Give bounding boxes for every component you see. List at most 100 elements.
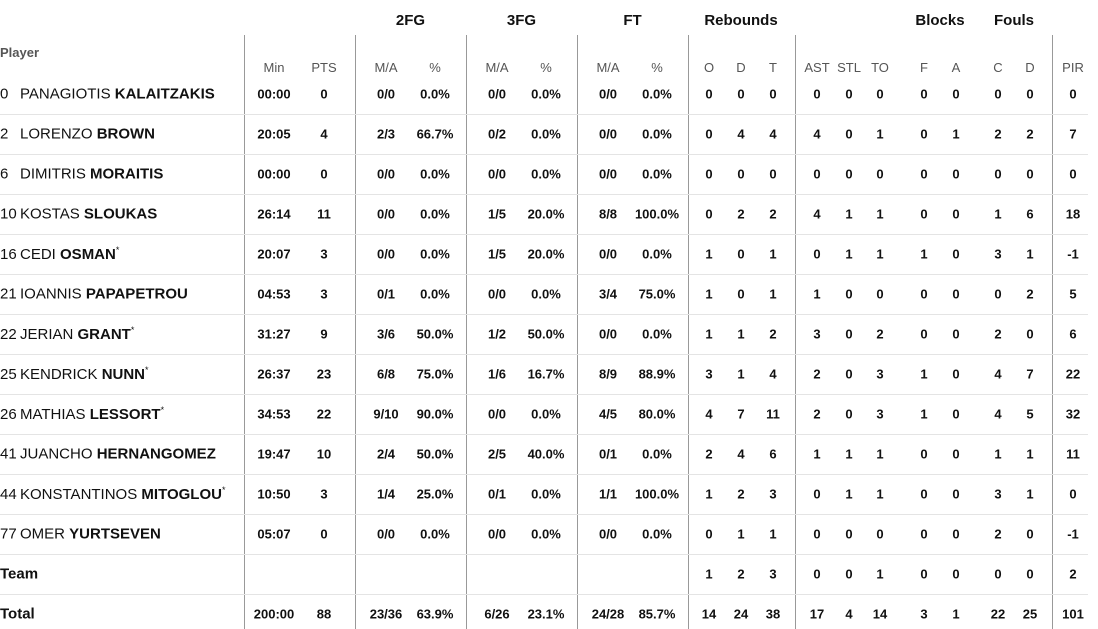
stat-cell: 0.0% — [531, 126, 561, 142]
stat-cell: 0.0% — [420, 286, 450, 302]
stat-cell: 6/8 — [376, 366, 396, 382]
jersey-number: 10 — [0, 205, 17, 223]
column-header: TO — [871, 60, 889, 75]
stat-cell: 0 — [1069, 86, 1077, 102]
stat-cell: 0 — [920, 446, 928, 462]
stat-cell: 0 — [920, 286, 928, 302]
first-name: IOANNIS — [20, 285, 82, 303]
stat-cell: 0 — [952, 446, 960, 462]
stat-cell: 0.0% — [420, 166, 450, 182]
stat-cell: 1 — [813, 286, 821, 302]
stat-cell: 1 — [845, 486, 853, 502]
first-name: LORENZO — [20, 125, 93, 143]
stat-cell: 31:27 — [257, 326, 291, 342]
stat-cell: 0 — [737, 86, 745, 102]
stat-cell: 0.0% — [642, 86, 672, 102]
stat-cell: 0 — [845, 566, 853, 582]
stat-cell: 25.0% — [416, 486, 454, 502]
stat-cell: 2 — [737, 486, 745, 502]
stat-cell: 3 — [876, 406, 884, 422]
stat-cell: 0/0 — [376, 166, 396, 182]
stat-cell: 1 — [737, 326, 745, 342]
stat-cell: 1 — [920, 406, 928, 422]
stat-cell: 0.0% — [420, 206, 450, 222]
stat-cell: 0.0% — [642, 326, 672, 342]
stat-cell: 3 — [769, 566, 777, 582]
stat-cell: 0.0% — [642, 166, 672, 182]
stat-cell: 1 — [705, 326, 713, 342]
column-divider — [355, 35, 356, 629]
group-header: FT — [623, 12, 642, 29]
stat-cell: 3 — [920, 606, 928, 622]
stat-cell: 0/0 — [487, 526, 507, 542]
first-name: JERIAN — [20, 326, 74, 343]
stat-cell: 0 — [920, 566, 928, 582]
stat-cell: 24 — [733, 606, 749, 622]
stat-cell: 1 — [705, 246, 713, 262]
stat-cell: 10:50 — [257, 486, 291, 502]
stat-cell: 0 — [952, 366, 960, 382]
stat-cell: 3 — [813, 326, 821, 342]
stat-cell: 1/5 — [487, 206, 507, 222]
row-divider — [0, 314, 1088, 315]
stat-cell: 4 — [994, 366, 1002, 382]
stat-cell: 6 — [769, 446, 777, 462]
stat-cell: 2 — [769, 206, 777, 222]
stat-cell: 2 — [737, 566, 745, 582]
stat-cell: 1 — [1026, 486, 1034, 502]
last-name: MORAITIS — [90, 165, 164, 183]
row-divider — [0, 394, 1088, 395]
stat-cell: 7 — [1069, 126, 1077, 142]
stat-cell: 0 — [845, 526, 853, 542]
stat-cell: 0.0% — [642, 446, 672, 462]
stat-cell: 0/0 — [487, 86, 507, 102]
stat-cell: 0 — [705, 166, 713, 182]
stat-cell: 0 — [1026, 86, 1034, 102]
stat-cell: 0.0% — [642, 246, 672, 262]
stat-cell: 20.0% — [527, 246, 565, 262]
column-header: M/A — [596, 60, 620, 75]
stat-cell: 22 — [1065, 366, 1081, 382]
column-header: M/A — [374, 60, 398, 75]
stat-cell: 3 — [705, 366, 713, 382]
last-name: BROWN — [96, 125, 156, 143]
stat-cell: 0/1 — [376, 286, 396, 302]
stat-cell: 80.0% — [638, 406, 676, 422]
stat-cell: 2 — [769, 326, 777, 342]
stat-cell: 1 — [813, 446, 821, 462]
stat-cell: 1 — [705, 566, 713, 582]
stat-cell: 0 — [920, 126, 928, 142]
stat-cell: 0/0 — [487, 286, 507, 302]
stat-cell: 5 — [1069, 286, 1077, 302]
column-header: % — [540, 60, 552, 75]
jersey-number: 16 — [0, 246, 17, 263]
jersey-number: 41 — [0, 445, 17, 463]
stat-cell: 3 — [994, 486, 1002, 502]
stat-cell: 0 — [994, 86, 1002, 102]
stat-cell: 200:00 — [253, 606, 295, 622]
stat-cell: 1 — [737, 526, 745, 542]
stat-cell: 6/26 — [484, 606, 510, 622]
stat-cell: 1 — [876, 566, 884, 582]
stat-cell: 2 — [876, 326, 884, 342]
stat-cell: 0 — [845, 406, 853, 422]
stat-cell: 26:14 — [257, 206, 291, 222]
column-header: PIR — [1062, 60, 1084, 75]
stat-cell: 1 — [876, 486, 884, 502]
stat-cell: 8/8 — [598, 206, 618, 222]
stat-cell: 0 — [952, 486, 960, 502]
last-name: HERNANGOMEZ — [96, 445, 216, 463]
stat-cell: 0 — [705, 126, 713, 142]
stat-cell: 88.9% — [638, 366, 676, 382]
stat-cell: 1 — [769, 246, 777, 262]
stat-cell: 4 — [769, 126, 777, 142]
stat-cell: 0 — [813, 246, 821, 262]
stat-cell: 23.1% — [527, 606, 565, 622]
stat-cell: 0/1 — [487, 486, 507, 502]
column-divider — [795, 35, 796, 629]
stat-cell: 0 — [952, 566, 960, 582]
stat-cell: 0 — [952, 206, 960, 222]
stat-cell: 0 — [769, 86, 777, 102]
stat-cell: 0.0% — [531, 86, 561, 102]
